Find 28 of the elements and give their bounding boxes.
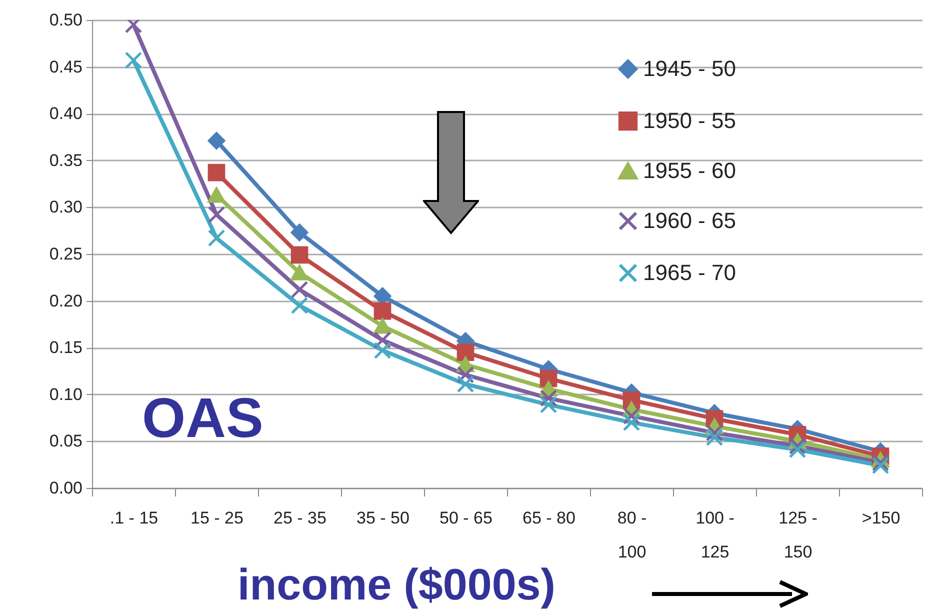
y-tick-label: 0.40 bbox=[49, 104, 82, 124]
y-tick-label: 0.50 bbox=[49, 10, 82, 30]
y-tick-label: 0.25 bbox=[49, 244, 82, 264]
x-tick-label: 100 - 125 bbox=[696, 508, 734, 562]
x-axis-title: income ($000s) bbox=[238, 560, 556, 610]
y-tick-label: 0.10 bbox=[49, 384, 82, 404]
y-tick-label: 0.20 bbox=[49, 291, 82, 310]
x-tick-label: 65 - 80 bbox=[522, 508, 576, 528]
x-tick-label: 15 - 25 bbox=[190, 508, 244, 528]
y-tick-label: 0.00 bbox=[49, 478, 82, 498]
legend-label: 1945 - 50 bbox=[643, 56, 736, 81]
x-tick-label: 25 - 35 bbox=[274, 508, 326, 528]
annotation: OAS bbox=[142, 386, 264, 449]
x-tick-label: 125 - 150 bbox=[778, 508, 818, 562]
legend-label: 1950 - 55 bbox=[643, 108, 736, 133]
x-tick-label: 80 - 100 bbox=[617, 508, 647, 562]
y-tick-label: 0.35 bbox=[49, 150, 82, 170]
x-tick-label: >150 bbox=[862, 508, 900, 528]
legend-label: 1955 - 60 bbox=[643, 158, 736, 183]
legend-label: 1960 - 65 bbox=[643, 208, 736, 233]
x-tick-label: .1 - 15 bbox=[110, 508, 158, 528]
legend-label: 1965 - 70 bbox=[643, 260, 736, 285]
y-tick-label: 0.15 bbox=[49, 338, 82, 358]
x-tick-label: 50 - 65 bbox=[440, 508, 492, 528]
y-tick-label: 0.05 bbox=[49, 432, 82, 451]
y-tick-label: 0.45 bbox=[49, 57, 82, 76]
y-tick-label: 0.30 bbox=[49, 198, 82, 217]
x-tick-label: 35 - 50 bbox=[356, 508, 410, 528]
